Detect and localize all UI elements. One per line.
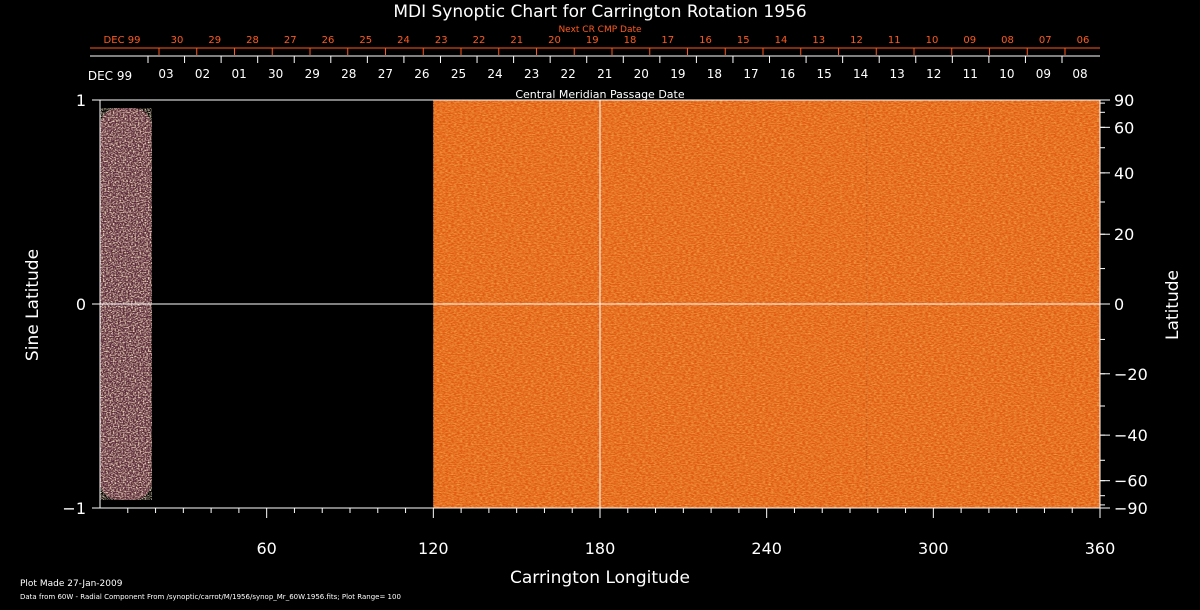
x-axis-label: Carrington Longitude xyxy=(510,568,690,588)
cmp-date-label: 12 xyxy=(926,67,941,81)
x-tick-label: 120 xyxy=(418,539,449,558)
grid-lines xyxy=(100,100,1100,508)
axes: 60 120 180 240 300 360−101 906040200−20−40−60−… xyxy=(62,35,1147,558)
y-tick-label-right: 40 xyxy=(1114,164,1134,183)
next-cr-date-label: 09 xyxy=(963,35,976,46)
next-cr-date-label: 27 xyxy=(284,35,297,46)
chart-title: MDI Synoptic Chart for Carrington Rotati… xyxy=(393,2,806,22)
cmp-date-label: 27 xyxy=(378,67,393,81)
cmp-date-label: 08 xyxy=(1072,67,1087,81)
y-tick-label-left: −1 xyxy=(62,499,86,518)
next-cr-date-label: 21 xyxy=(510,35,523,46)
y-tick-label-right: 90 xyxy=(1114,91,1134,110)
cmp-date-label: 19 xyxy=(670,67,685,81)
next-cr-label: Next CR CMP Date xyxy=(558,25,642,35)
cmp-date-label: 29 xyxy=(305,67,320,81)
x-tick-label: 360 xyxy=(1085,539,1116,558)
next-cr-date-label: 22 xyxy=(473,35,486,46)
cmp-date-label: DEC 99 xyxy=(88,69,132,83)
cmp-date-label: 20 xyxy=(634,67,649,81)
cmp-date-label: 09 xyxy=(1036,67,1051,81)
next-cr-date-label: 30 xyxy=(171,35,184,46)
next-cr-date-label: 20 xyxy=(548,35,561,46)
next-cr-date-label: 19 xyxy=(586,35,599,46)
next-cr-date-label: 12 xyxy=(850,35,863,46)
next-cr-date-label: 25 xyxy=(359,35,372,46)
cmp-date-label: 28 xyxy=(341,67,356,81)
cmp-date-label: 02 xyxy=(195,67,210,81)
y-tick-label-right: −60 xyxy=(1114,472,1148,491)
y-axis-label-left: Sine Latitude xyxy=(23,249,43,361)
cmp-date-label: 15 xyxy=(816,67,831,81)
y-tick-label-right: −40 xyxy=(1114,426,1148,445)
next-cr-date-label: 16 xyxy=(699,35,712,46)
cmp-date-label: 14 xyxy=(853,67,868,81)
y-tick-label-right: 60 xyxy=(1114,118,1134,137)
next-cr-date-label: 15 xyxy=(737,35,750,46)
cmp-date-label: 30 xyxy=(268,67,283,81)
cmp-date-label: 11 xyxy=(963,67,978,81)
next-cr-date-label: 18 xyxy=(624,35,637,46)
next-cr-date-label: 17 xyxy=(661,35,674,46)
cmp-date-label: 18 xyxy=(707,67,722,81)
y-tick-label-left: 1 xyxy=(76,91,86,110)
next-cr-date-label: 10 xyxy=(926,35,939,46)
cmp-date-label: 26 xyxy=(414,67,429,81)
data-source-note: Data from 60W - Radial Component From /s… xyxy=(20,593,401,601)
next-cr-date-label: 23 xyxy=(435,35,448,46)
cmp-date-label: 21 xyxy=(597,67,612,81)
x-tick-label: 240 xyxy=(751,539,782,558)
next-cr-date-label: 24 xyxy=(397,35,410,46)
y-axis-label-right: Latitude xyxy=(1163,270,1183,340)
cmp-date-label: 24 xyxy=(487,67,502,81)
next-cr-date-label: 08 xyxy=(1001,35,1014,46)
y-tick-label-right: −90 xyxy=(1114,499,1148,518)
y-tick-label-left: 0 xyxy=(76,295,86,314)
next-cr-date-label: DEC 99 xyxy=(104,35,141,46)
cmp-date-label: 10 xyxy=(999,67,1014,81)
next-cr-date-label: 07 xyxy=(1039,35,1052,46)
cmp-date-label: 25 xyxy=(451,67,466,81)
next-cr-date-label: 26 xyxy=(322,35,335,46)
cmp-date-label: 01 xyxy=(231,67,246,81)
next-cr-date-label: 06 xyxy=(1077,35,1090,46)
y-tick-label-right: −20 xyxy=(1114,365,1148,384)
y-tick-label-right: 20 xyxy=(1114,225,1134,244)
x-tick-label: 60 xyxy=(256,539,276,558)
cmp-date-label: 13 xyxy=(890,67,905,81)
next-cr-date-label: 29 xyxy=(208,35,221,46)
cmp-date-label: 23 xyxy=(524,67,539,81)
cmp-date-label: 16 xyxy=(780,67,795,81)
next-cr-date-label: 14 xyxy=(775,35,788,46)
next-cr-date-label: 11 xyxy=(888,35,901,46)
cmp-date-label: 22 xyxy=(561,67,576,81)
x-tick-label: 180 xyxy=(585,539,616,558)
plot-made-note: Plot Made 27-Jan-2009 xyxy=(20,579,123,589)
cmp-date-label: 17 xyxy=(743,67,758,81)
next-cr-date-label: 13 xyxy=(812,35,825,46)
top-axis-label: Central Meridian Passage Date xyxy=(515,88,684,101)
x-tick-label: 300 xyxy=(918,539,949,558)
y-tick-label-right: 0 xyxy=(1114,295,1124,314)
next-cr-date-label: 28 xyxy=(246,35,259,46)
cmp-date-label: 03 xyxy=(158,67,173,81)
